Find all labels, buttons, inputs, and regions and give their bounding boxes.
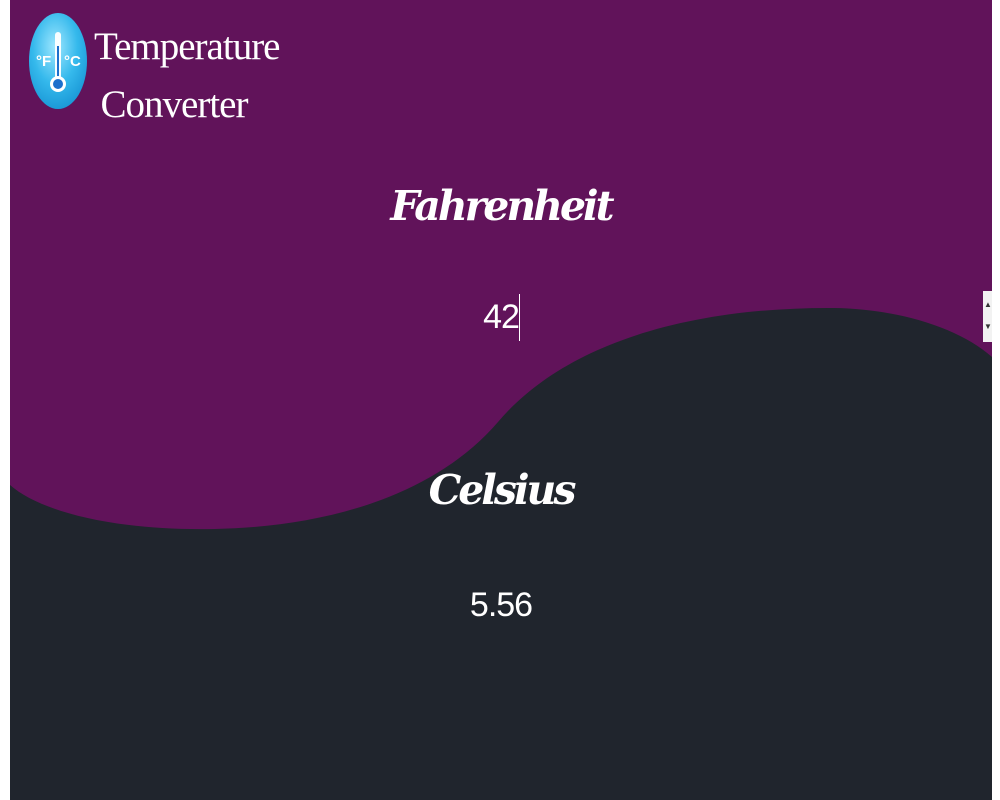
app-title: Temperature Converter [94,18,281,134]
logo: °F °C [28,12,88,112]
fahrenheit-label: Fahrenheit [390,182,614,230]
title-line-1: Temperature [94,25,281,68]
title-line-2: Converter [100,83,249,126]
top-purple-wave [10,0,992,530]
logo-unit-labels: °F °C [36,53,81,70]
spin-up-icon[interactable]: ▲ [984,300,992,309]
number-spinner[interactable]: ▲ ▼ [983,291,992,342]
spin-down-icon[interactable]: ▼ [984,322,992,331]
celsius-output: 5.56 [469,586,533,624]
thermometer-icon: °F °C [29,13,87,109]
svg-text:°C: °C [64,53,81,70]
fahrenheit-input[interactable] [10,292,992,342]
svg-text:°F: °F [36,53,51,70]
temperature-converter-app: °F °C Temperature Converter Fahrenheit ▲… [10,0,992,800]
celsius-label: Celsius [428,466,577,514]
text-cursor [519,294,520,341]
background-wave [10,0,992,800]
